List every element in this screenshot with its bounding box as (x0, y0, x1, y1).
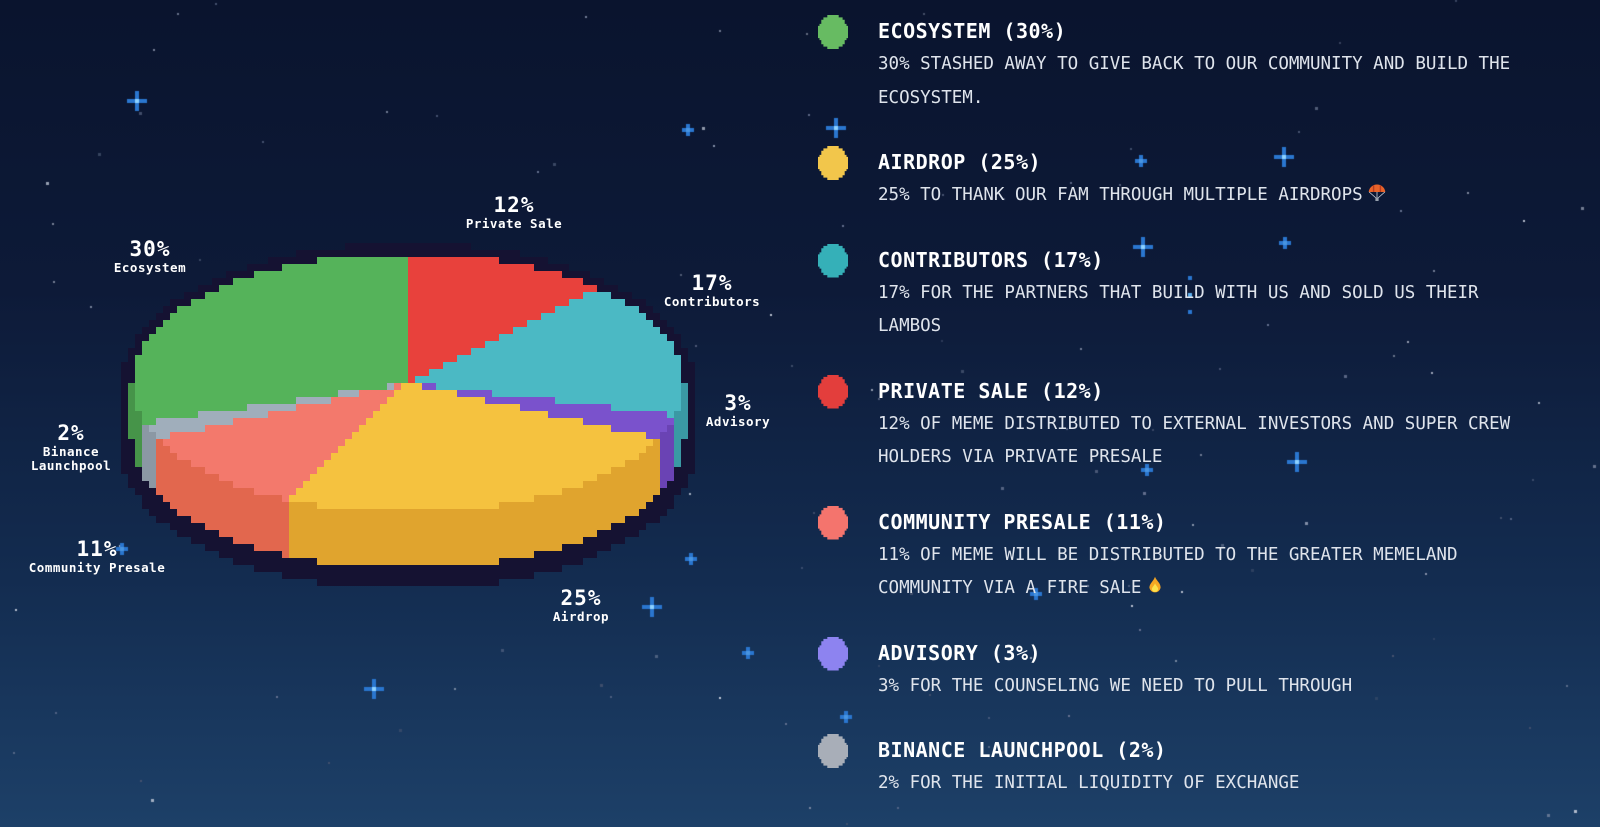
pie-label-binance_launchpool: 2% Binance Launchpool (19, 422, 123, 473)
legend-item-advisory: ADVISORY (3%) 3% FOR THE COUNSELING WE NE… (818, 636, 1560, 704)
legend-item-private_sale: PRIVATE SALE (12%) 12% OF MEME DISTRIBUTE… (818, 374, 1560, 475)
legend-item-description-text: 12% OF MEME DISTRIBUTED TO EXTERNAL INVE… (878, 413, 1511, 468)
legend-item-description-text: 30% STASHED AWAY TO GIVE BACK TO OUR COM… (878, 54, 1511, 108)
pie-label-name: Binance Launchpool (30, 444, 112, 473)
pie-label-name: Airdrop (552, 609, 610, 624)
legend-item-description: 12% OF MEME DISTRIBUTED TO EXTERNAL INVE… (878, 408, 1543, 475)
legend: ECOSYSTEM (30%) 30% STASHED AWAY TO GIVE … (818, 15, 1560, 801)
legend-item-title: BINANCE LAUNCHPOOL (2%) (878, 738, 1167, 762)
legend-color-swatch-icon (818, 734, 848, 768)
pie-label-airdrop: 25% Airdrop (516, 587, 646, 624)
pie-label-private_sale: 12% Private Sale (429, 194, 599, 231)
legend-color-swatch-icon (818, 146, 848, 180)
legend-item-community_presale: COMMUNITY PRESALE (11%) 11% OF MEME WILL … (818, 505, 1560, 606)
pie-label-name: Ecosystem (113, 260, 187, 275)
parachute-emoji (1367, 182, 1387, 202)
pie-label-advisory: 3% Advisory (678, 392, 798, 429)
legend-color-swatch-icon (818, 374, 848, 409)
pie-label-percent: 30% (129, 237, 171, 261)
pie-label-percent: 11% (76, 537, 118, 561)
legend-item-title: COMMUNITY PRESALE (11%) (878, 509, 1167, 534)
pie-label-percent: 12% (493, 193, 535, 217)
legend-item-title: PRIVATE SALE (12%) (878, 378, 1104, 403)
legend-item-title: ADVISORY (3%) (878, 640, 1042, 665)
pie-label-percent: 3% (724, 391, 752, 415)
legend-color-swatch-icon (818, 15, 848, 49)
legend-item-description-text: 2% FOR THE INITIAL LIQUIDITY OF EXCHANGE (878, 773, 1300, 793)
legend-item-description: 30% STASHED AWAY TO GIVE BACK TO OUR COM… (878, 48, 1543, 115)
legend-item-contributors: CONTRIBUTORS (17%) 17% FOR THE PARTNERS T… (818, 243, 1560, 344)
pie-label-name: Advisory (705, 414, 771, 429)
legend-color-swatch-icon (818, 243, 848, 278)
legend-item-binance_launchpool: BINANCE LAUNCHPOOL (2%) 2% FOR THE INITIA… (818, 734, 1560, 801)
pie-label-contributors: 17% Contributors (624, 272, 800, 309)
legend-item-description: 11% OF MEME WILL BE DISTRIBUTED TO THE G… (878, 539, 1543, 606)
pie-label-community_presale: 11% Community Presale (2, 538, 192, 575)
legend-item-ecosystem: ECOSYSTEM (30%) 30% STASHED AWAY TO GIVE … (818, 15, 1560, 115)
pie-label-percent: 25% (560, 586, 602, 610)
legend-item-description-text: 11% OF MEME WILL BE DISTRIBUTED TO THE G… (878, 544, 1458, 599)
legend-item-airdrop: AIRDROP (25%) 25% TO THANK OUR FAM THROUG… (818, 146, 1560, 213)
legend-item-description-text: 17% FOR THE PARTNERS THAT BUILD WITH US … (878, 282, 1479, 337)
legend-item-description-text: 3% FOR THE COUNSELING WE NEED TO PULL TH… (878, 675, 1353, 696)
legend-item-title: AIRDROP (25%) (878, 150, 1042, 174)
legend-item-description: 2% FOR THE INITIAL LIQUIDITY OF EXCHANGE (878, 767, 1543, 801)
pie-label-name: Community Presale (28, 560, 166, 575)
legend-item-description-text: 25% TO THANK OUR FAM THROUGH MULTIPLE AI… (878, 185, 1363, 205)
legend-item-title: CONTRIBUTORS (17%) (878, 247, 1104, 272)
pie-label-percent: 17% (691, 271, 733, 295)
pie-label-ecosystem: 30% Ecosystem (85, 238, 215, 275)
pie-label-name: Contributors (663, 294, 761, 309)
fire-emoji (1145, 575, 1165, 595)
legend-item-description: 25% TO THANK OUR FAM THROUGH MULTIPLE AI… (878, 179, 1543, 213)
legend-color-swatch-icon (818, 636, 848, 671)
legend-item-description: 3% FOR THE COUNSELING WE NEED TO PULL TH… (878, 670, 1543, 704)
legend-item-description: 17% FOR THE PARTNERS THAT BUILD WITH US … (878, 277, 1543, 344)
pie-label-name: Private Sale (465, 216, 563, 231)
legend-item-title: ECOSYSTEM (30%) (878, 19, 1067, 43)
pie-label-percent: 2% (57, 421, 85, 445)
legend-color-swatch-icon (818, 505, 848, 540)
pie-chart-canvas (114, 236, 702, 593)
